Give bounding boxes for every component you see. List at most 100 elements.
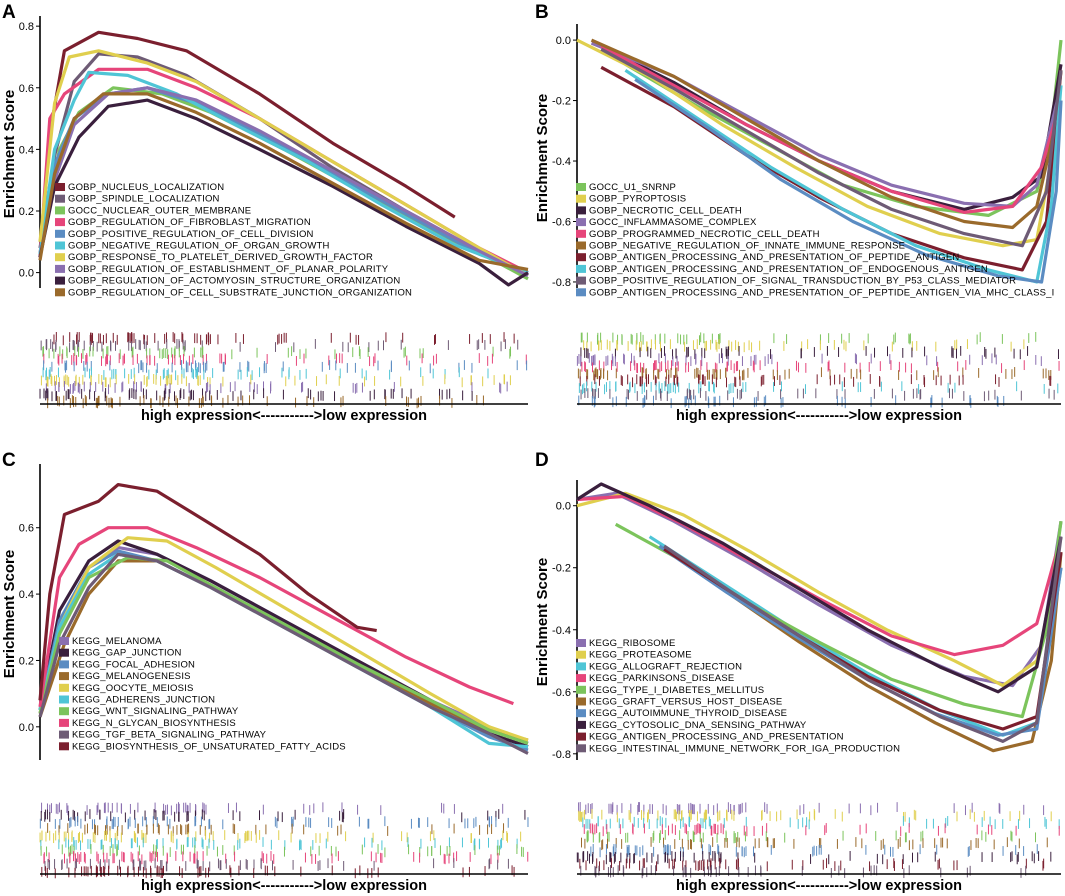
y-tick-label: 0.8	[19, 21, 34, 33]
y-tick-label: 0.6	[19, 83, 34, 95]
panel-letter: B	[535, 2, 549, 23]
legend-swatch	[576, 288, 586, 297]
y-tick-label: -0.6	[552, 687, 571, 699]
series-line	[663, 536, 1063, 743]
legend-label: KEGG_MELANOGENESIS	[72, 671, 191, 682]
panel-d: D Enrichment Score 0.0 -0.2 -0.4 -0.6 -0.8 KEGG…	[533, 448, 1065, 896]
series-line	[38, 92, 529, 272]
legend-swatch	[59, 707, 69, 716]
legend-swatch	[55, 218, 65, 227]
legend-swatch	[576, 241, 586, 250]
x-axis-caption: high expression<----------->low expressi…	[141, 408, 427, 424]
y-tick-label: 0.0	[19, 268, 34, 280]
legend-label: GOBP_NEGATIVE_REGULATION_OF_INNATE_IMMUN…	[589, 241, 905, 252]
y-axis-label: Enrichment Score	[1, 550, 18, 678]
legend-label: GOBP_PROGRAMMED_NECROTIC_CELL_DEATH	[589, 229, 820, 240]
y-tick-label: -0.4	[552, 625, 571, 637]
legend-label: KEGG_N_GLYCAN_BIOSYNTHESIS	[72, 718, 236, 729]
y-axis-label: Enrichment Score	[534, 558, 551, 686]
legend-swatch	[576, 697, 586, 706]
y-tick-label: -0.4	[552, 156, 571, 168]
legend-swatch	[576, 183, 586, 191]
series-line	[38, 86, 529, 278]
y-tick-label: 0.0	[556, 501, 571, 513]
legend-label: GOBP_ANTIGEN_PROCESSING_AND_PRESENTATION…	[589, 287, 1055, 298]
legend-label: KEGG_RIBOSOME	[589, 638, 676, 649]
y-tick-label: -0.2	[552, 563, 571, 575]
legend-label: KEGG_ANTIGEN_PROCESSING_AND_PRESENTATION	[589, 732, 844, 743]
legend-label: GOBP_REGULATION_OF_FIBROBLAST_MIGRATION	[68, 217, 311, 228]
legend-swatch	[576, 218, 586, 227]
legend-label: GOBP_REGULATION_OF_ESTABLISHMENT_OF_PLAN…	[68, 264, 389, 275]
legend-swatch	[55, 288, 65, 297]
gsea-plot-b: B Enrichment Score 0.0 -0.2 -0.4 -0.6 -0.8 GOCC…	[534, 2, 1063, 424]
series-line	[634, 78, 1063, 284]
series-line	[38, 536, 529, 742]
legend-swatch	[576, 229, 586, 238]
x-axis-caption: high expression<----------->low expressi…	[141, 878, 427, 894]
gsea-plot-c: C Enrichment Score 0.0 0.2 0.4 0.6 KEGG_MELANO…	[1, 450, 529, 894]
y-tick-label: 0.2	[19, 655, 34, 667]
legend-label: KEGG_ADHERENS_JUNCTION	[72, 695, 215, 706]
series-line	[38, 556, 529, 745]
series-line	[576, 482, 1063, 694]
legend-swatch	[576, 639, 586, 647]
legend-swatch	[576, 650, 586, 659]
legend-swatch	[55, 264, 65, 273]
legend-swatch	[59, 683, 69, 692]
legend-swatch	[576, 206, 586, 215]
y-tick-label: 0.2	[19, 206, 34, 218]
legend-label: GOBP_NECROTIC_CELL_DEATH	[589, 205, 742, 216]
series-line	[624, 39, 1063, 217]
legend-swatch	[576, 685, 586, 694]
legend-swatch	[55, 253, 65, 262]
legend-label: KEGG_PROTEASOME	[589, 650, 692, 661]
series-line	[600, 44, 1063, 214]
legend-label: GOBP_POSITIVE_REGULATION_OF_SIGNAL_TRANS…	[589, 276, 1016, 287]
legend-swatch	[576, 674, 586, 683]
legend-label: KEGG_INTESTINAL_IMMUNE_NETWORK_FOR_IGA_P…	[589, 743, 900, 754]
y-axis-label: Enrichment Score	[534, 94, 551, 222]
legend-swatch	[59, 718, 69, 727]
legend-label: KEGG_ALLOGRAFT_REJECTION	[589, 661, 742, 672]
legend-label: KEGG_MELANOMA	[72, 636, 162, 647]
legend-swatch	[576, 194, 586, 203]
legend-swatch	[55, 194, 65, 203]
legend-swatch	[576, 276, 586, 285]
legend-label: GOBP_ANTIGEN_PROCESSING_AND_PRESENTATION…	[589, 264, 988, 275]
legend-label: GOBP_REGULATION_OF_ACTOMYOSIN_STRUCTURE_…	[68, 276, 400, 287]
series-line	[590, 38, 1063, 230]
legend-label: KEGG_OOCYTE_MEIOSIS	[72, 683, 194, 694]
legend-label: KEGG_AUTOIMMUNE_THYROID_DISEASE	[589, 708, 787, 719]
legend-swatch	[576, 709, 586, 718]
legend-swatch	[55, 206, 65, 215]
legend-label: GOBP_SPINDLE_LOCALIZATION	[68, 194, 220, 205]
legend-label: GOBP_NEGATIVE_REGULATION_OF_ORGAN_GROWTH	[68, 241, 330, 252]
y-tick-label: -0.6	[552, 216, 571, 228]
legend-swatch	[59, 730, 69, 739]
series-line	[600, 47, 1063, 248]
gsea-plot-a: A Enrichment Score 0.0 0.2 0.4 0.6 0.8 GOBP_NUC…	[1, 2, 529, 424]
legend-swatch	[576, 662, 586, 671]
legend-swatch	[59, 672, 69, 681]
y-tick-label: 0.6	[19, 523, 34, 535]
y-tick-label: 0.4	[19, 144, 34, 156]
legend-label: GOBP_REGULATION_OF_CELL_SUBSTRATE_JUNCTI…	[68, 287, 412, 298]
y-tick-label: 0.0	[19, 722, 34, 734]
legend-label: KEGG_FOCAL_ADHESION	[72, 659, 195, 670]
y-tick-label: 0.0	[556, 35, 571, 47]
legend-label: KEGG_TGF_BETA_SIGNALING_PATHWAY	[72, 730, 267, 741]
legend-label: KEGG_GAP_JUNCTION	[72, 648, 182, 659]
legend-label: KEGG_CYTOSOLIC_DNA_SENSING_PATHWAY	[589, 720, 807, 731]
legend-label: KEGG_WNT_SIGNALING_PATHWAY	[72, 706, 239, 717]
series-line	[576, 494, 1063, 657]
legend-swatch	[576, 253, 586, 262]
y-tick-label: -0.8	[552, 749, 571, 761]
panel-letter: D	[535, 450, 549, 471]
legend-swatch	[576, 264, 586, 273]
legend-label: GOBP_ANTIGEN_PROCESSING_AND_PRESENTATION…	[589, 252, 959, 263]
y-tick-label: -0.2	[552, 96, 571, 108]
legend-label: GOCC_NUCLEAR_OUTER_MEMBRANE	[68, 205, 251, 216]
legend-label: GOBP_RESPONSE_TO_PLATELET_DERIVED_GROWTH…	[68, 252, 373, 263]
legend-swatch	[59, 742, 69, 751]
